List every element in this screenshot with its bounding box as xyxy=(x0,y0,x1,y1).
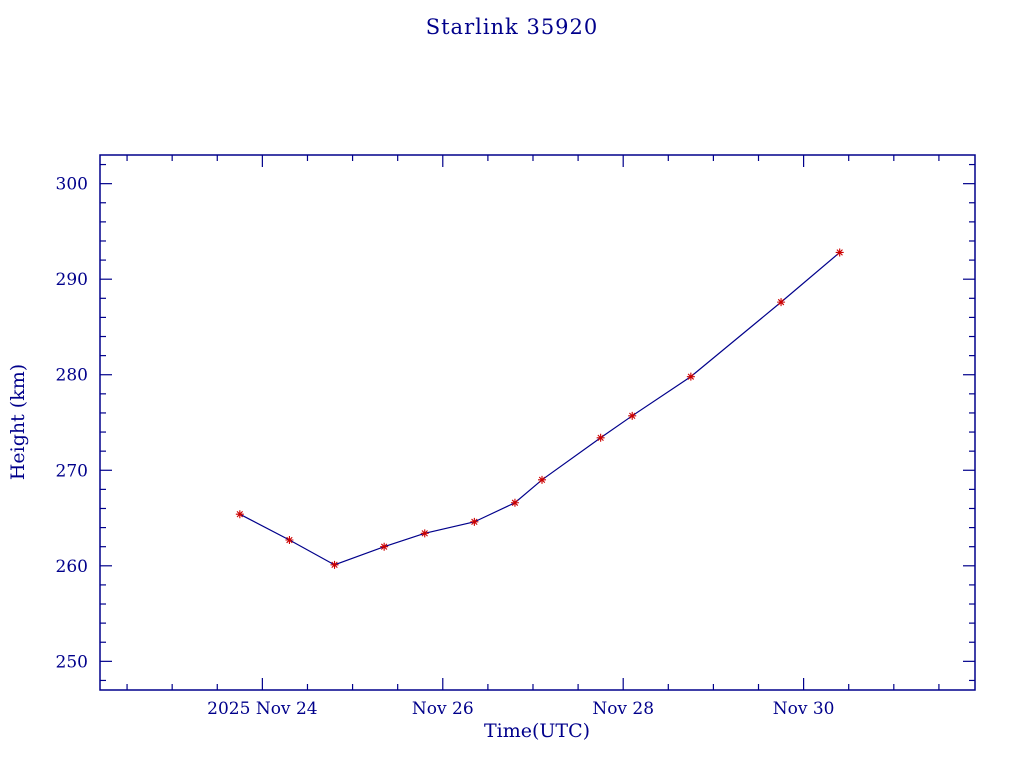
data-point-marker xyxy=(470,517,479,526)
data-point-marker xyxy=(835,248,844,257)
y-tick-label: 280 xyxy=(56,366,88,386)
series-line xyxy=(239,251,841,566)
y-tick-label: 270 xyxy=(56,461,88,481)
data-point-marker xyxy=(330,560,339,569)
tick-labels: 2025 Nov 24 Nov 26 Nov 28 Nov 30 250 260 270 28… xyxy=(56,175,835,719)
x-axis-label: Time(UTC) xyxy=(484,720,590,742)
data-point-marker xyxy=(420,529,429,538)
x-tick-label: Nov 30 xyxy=(773,699,835,719)
y-tick-label: 260 xyxy=(56,557,88,577)
chart-title: Starlink 35920 xyxy=(426,15,599,39)
x-tick-label: Nov 26 xyxy=(412,699,474,719)
x-tick-label: 2025 Nov 24 xyxy=(207,699,317,719)
y-tick-label: 250 xyxy=(56,652,88,672)
data-point-marker xyxy=(628,411,637,420)
data-point-marker xyxy=(777,298,786,307)
axis-ticks xyxy=(100,155,975,690)
y-tick-label: 290 xyxy=(56,270,88,290)
y-tick-label: 300 xyxy=(56,175,88,195)
data-point-marker xyxy=(538,475,547,484)
y-axis-label: Height (km) xyxy=(7,364,29,480)
data-point-marker xyxy=(380,542,389,551)
plot-frame xyxy=(99,154,976,691)
data-point-marker xyxy=(285,536,294,545)
data-point-marker xyxy=(596,433,605,442)
x-tick-label: Nov 28 xyxy=(592,699,654,719)
data-point-marker xyxy=(510,498,519,507)
data-point-marker xyxy=(686,372,695,381)
plot-area: 2025 Nov 24 Nov 26 Nov 28 Nov 30 250 260 270 28… xyxy=(56,154,976,719)
series-markers xyxy=(235,248,844,569)
data-point-marker xyxy=(235,510,244,519)
